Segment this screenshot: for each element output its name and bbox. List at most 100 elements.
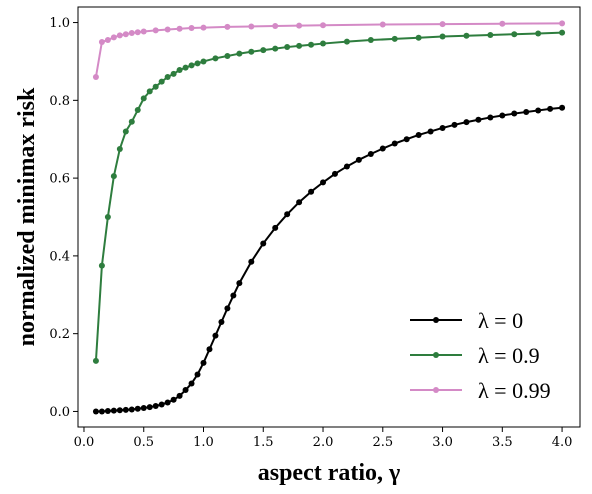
data-point	[320, 40, 327, 47]
data-point	[379, 145, 386, 152]
series-layer	[92, 20, 566, 415]
data-point	[320, 22, 327, 29]
data-point	[140, 404, 147, 411]
series-2	[92, 20, 566, 80]
data-point	[415, 131, 422, 138]
x-tick-label: 1.5	[253, 435, 274, 450]
plot-frame	[77, 6, 581, 428]
data-point	[248, 258, 255, 265]
data-point	[439, 21, 446, 28]
data-point	[391, 35, 398, 42]
data-point	[188, 380, 195, 387]
data-point	[182, 387, 189, 394]
data-point	[236, 50, 243, 57]
x-tick-label: 4.0	[552, 435, 573, 450]
data-point	[164, 74, 171, 80]
data-point	[439, 33, 446, 40]
data-point	[403, 136, 410, 143]
data-point	[272, 23, 279, 30]
data-point	[140, 28, 147, 35]
legend-label: λ = 0	[478, 308, 523, 333]
data-point	[487, 32, 494, 38]
data-point	[343, 163, 350, 170]
data-point	[128, 118, 135, 125]
data-point	[104, 214, 111, 220]
data-point	[92, 74, 99, 80]
series-0	[92, 104, 566, 415]
data-point	[122, 31, 129, 38]
data-point	[272, 45, 279, 52]
data-point	[194, 60, 201, 67]
x-axis-title: aspect ratio, γ	[258, 460, 401, 486]
data-point	[260, 240, 267, 247]
data-point	[535, 107, 542, 114]
legend-swatch-marker	[433, 317, 439, 323]
data-point	[158, 78, 165, 85]
data-point	[320, 179, 327, 186]
y-axis-title: normalized minimax risk	[14, 87, 40, 346]
data-point	[391, 140, 398, 147]
data-point	[152, 403, 159, 409]
data-point	[487, 114, 494, 121]
data-point	[379, 21, 386, 28]
data-point	[475, 116, 482, 123]
legend-label: λ = 0.99	[478, 378, 551, 403]
data-point	[164, 26, 171, 33]
data-point	[559, 104, 566, 111]
data-point	[128, 30, 135, 37]
x-tick-label: 0.0	[74, 435, 95, 450]
data-point	[158, 401, 165, 408]
data-point	[122, 128, 129, 135]
data-point	[116, 32, 123, 39]
series-line	[95, 106, 563, 413]
data-point	[284, 211, 291, 218]
series-1	[92, 29, 566, 364]
data-point	[200, 359, 207, 366]
data-point	[535, 30, 542, 37]
data-point	[331, 170, 338, 177]
data-point	[200, 58, 207, 65]
data-point	[104, 408, 111, 415]
data-point	[463, 119, 470, 126]
data-point	[218, 319, 225, 325]
data-point	[164, 399, 171, 406]
data-point	[499, 20, 506, 27]
data-point	[140, 95, 147, 102]
x-tick-label: 2.5	[372, 435, 393, 450]
data-point	[110, 34, 117, 41]
data-point	[188, 62, 195, 69]
x-tick-label: 1.0	[193, 435, 214, 450]
data-point	[170, 70, 177, 77]
data-point	[296, 199, 303, 206]
data-point	[367, 151, 374, 157]
x-tick-label: 3.0	[432, 435, 453, 450]
data-point	[367, 37, 374, 44]
data-point	[355, 156, 362, 163]
data-point	[146, 88, 153, 95]
data-point	[224, 305, 231, 312]
data-point	[499, 112, 506, 119]
data-point	[110, 407, 117, 414]
data-point	[134, 107, 141, 114]
data-point	[296, 42, 303, 49]
data-point	[439, 124, 446, 131]
data-point	[116, 407, 123, 414]
data-point	[308, 188, 315, 195]
data-point	[98, 262, 105, 269]
y-axis: 0.0 0.2 0.4 0.6 0.8 1.0	[49, 16, 78, 420]
data-point	[547, 105, 554, 112]
x-tick-label: 3.5	[492, 435, 513, 450]
data-point	[230, 292, 237, 299]
legend-swatch-marker	[433, 387, 439, 393]
data-point	[176, 25, 183, 32]
data-point	[236, 280, 243, 287]
x-axis: 0.0 0.5 1.0 1.5 2.0 2.5 3.0 3.5 4.0	[74, 427, 573, 450]
legend-label: λ = 0.9	[478, 343, 540, 368]
data-point	[272, 224, 279, 231]
data-point	[248, 48, 255, 55]
data-point	[176, 392, 183, 399]
y-tick-label: 1.0	[49, 16, 70, 31]
data-point	[128, 406, 135, 413]
data-point	[176, 67, 183, 73]
